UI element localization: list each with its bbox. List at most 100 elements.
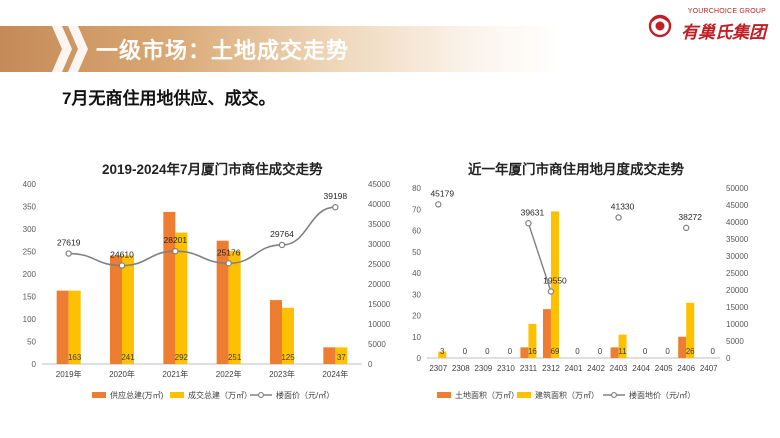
price-point	[435, 201, 442, 208]
price-data-label: 19550	[543, 276, 567, 286]
y2-tick-label: 30000	[726, 252, 749, 261]
y2-tick-label: 0	[368, 360, 373, 369]
price-data-label: 38272	[678, 212, 702, 222]
logo-tagline: YOURCHOICE GROUP	[687, 8, 766, 15]
y-tick-label: 300	[23, 225, 37, 234]
y2-tick-label: 35000	[368, 220, 391, 229]
x-tick-label: 2021年	[162, 369, 188, 379]
x-tick-label: 2019年	[56, 369, 82, 379]
supply-bar	[110, 255, 122, 364]
price-data-label: 41330	[611, 201, 635, 211]
y-tick-label: 40	[412, 269, 421, 278]
price-point	[118, 262, 126, 269]
x-tick-label: 2405	[655, 364, 673, 373]
x-tick-label: 2312	[542, 364, 560, 373]
legend-label-supply: 土地面积（万㎡）	[455, 390, 519, 400]
x-tick-label: 2308	[452, 364, 470, 373]
x-tick-label: 2022年	[216, 369, 242, 379]
y2-tick-label: 10000	[368, 320, 391, 329]
price-line	[68, 206, 336, 267]
supply-bar	[270, 300, 282, 364]
price-data-label: 39631	[521, 207, 545, 217]
page-title: 一级市场：土地成交走势	[96, 38, 350, 63]
company-logo: YOURCHOICE GROUP 有巢氏集团	[646, 6, 766, 46]
price-point	[332, 204, 339, 211]
logo-mark-icon	[648, 14, 672, 38]
y-tick-label: 20	[412, 312, 421, 321]
x-tick-label: 2309	[474, 364, 492, 373]
x-tick-label: 2402	[587, 364, 605, 373]
x-tick-label: 2024年	[322, 369, 348, 379]
price-point	[278, 241, 286, 249]
y2-tick-label: 15000	[726, 303, 749, 312]
price-data-label: 45179	[430, 188, 454, 198]
supply-bar	[163, 211, 176, 364]
bar-data-label: 3	[440, 347, 445, 356]
y2-tick-label: 40000	[726, 218, 749, 227]
y-tick-label: 10	[412, 333, 421, 342]
y-tick-label: 350	[23, 203, 37, 212]
x-tick-label: 2401	[565, 364, 583, 373]
supply-bar	[56, 290, 69, 364]
bar-data-label: 0	[711, 347, 716, 356]
price-point	[547, 288, 555, 295]
legend-label-price: 楼面地价（元/㎡）	[629, 390, 695, 400]
bar-data-label: 69	[551, 347, 560, 356]
bar-data-label: 163	[68, 353, 82, 362]
x-tick-label: 2406	[677, 364, 695, 373]
price-data-label: 29764	[270, 229, 294, 239]
y-tick-label: 0	[417, 354, 422, 363]
y-tick-label: 70	[412, 205, 421, 214]
bar-data-label: 0	[508, 347, 513, 356]
y2-tick-label: 5000	[368, 340, 386, 349]
legend-marker-price	[258, 392, 264, 398]
supply-bar	[216, 240, 229, 364]
y2-tick-label: 50000	[726, 184, 749, 193]
bar-data-label: 0	[575, 347, 580, 356]
price-point	[65, 250, 72, 257]
price-point	[225, 260, 232, 267]
x-tick-label: 2310	[497, 364, 515, 373]
chart2-monthly-trend: 0102030405060708005000100001500020000250…	[412, 184, 749, 400]
y-tick-label: 50	[27, 338, 36, 347]
supply-bar	[323, 347, 336, 364]
y2-tick-label: 40000	[368, 200, 391, 209]
x-tick-label: 2020年	[109, 369, 135, 379]
y2-tick-label: 25000	[726, 269, 749, 278]
x-tick-label: 2403	[610, 364, 628, 373]
y2-tick-label: 20000	[726, 286, 749, 295]
deal-bar	[228, 251, 241, 364]
supply-bar	[610, 347, 619, 358]
legend-marker-price	[611, 392, 617, 398]
price-data-label: 25176	[217, 247, 241, 257]
title-banner	[0, 26, 560, 72]
supply-bar	[520, 347, 529, 358]
logo-name: 有巢氏集团	[681, 23, 766, 42]
supply-bar	[678, 336, 687, 358]
y2-tick-label: 20000	[368, 280, 391, 289]
y2-tick-label: 30000	[368, 240, 391, 249]
y-tick-label: 250	[23, 248, 37, 257]
supply-bar	[542, 309, 551, 358]
deal-bar	[686, 302, 695, 358]
y-tick-label: 100	[23, 315, 37, 324]
y-tick-label: 80	[412, 184, 421, 193]
price-data-label: 28201	[164, 235, 188, 245]
y-tick-label: 50	[412, 248, 421, 257]
bar-data-label: 0	[643, 347, 648, 356]
x-tick-label: 2307	[429, 364, 447, 373]
bar-data-label: 292	[175, 353, 189, 362]
legend-label-deal: 成交总建（万㎡）	[188, 390, 252, 400]
deal-bar	[68, 290, 81, 364]
price-point	[525, 220, 532, 227]
deal-bar	[122, 255, 134, 364]
deal-bar	[335, 347, 348, 364]
x-tick-label: 2404	[632, 364, 650, 373]
price-data-label: 24610	[110, 250, 134, 260]
legend-swatch-deal	[170, 392, 184, 398]
deal-bar	[528, 324, 537, 358]
legend-label-deal: 建筑面积（万㎡）	[535, 390, 599, 400]
y2-tick-label: 0	[726, 354, 731, 363]
bar-data-label: 11	[618, 347, 627, 356]
legend-swatch-supply	[92, 392, 106, 398]
